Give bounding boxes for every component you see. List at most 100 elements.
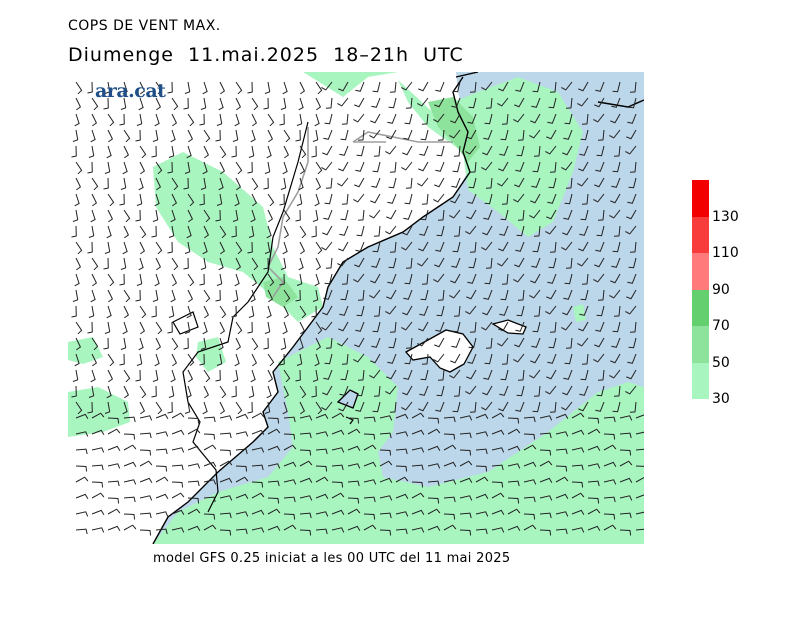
wind-barb [155,476,169,483]
wind-barb [497,97,509,107]
wind-barb [248,385,255,398]
wind-barb [386,209,397,220]
wind-barb [548,337,557,349]
wind-barb [411,447,425,453]
wind-barb [187,428,201,435]
wind-barb [347,463,361,469]
wind-barb [251,481,264,488]
wind-barb [388,337,397,349]
wind-barb [123,416,136,423]
wind-barb [469,241,477,253]
wind-barb [295,369,301,382]
wind-barb [90,369,96,383]
wind-barb [629,81,637,93]
wind-barb [75,476,89,483]
wind-barb [483,289,493,300]
wind-barb [564,193,573,205]
wind-barb [587,445,601,451]
wind-barb [283,496,296,503]
wind-barb [264,81,271,94]
wind-barb [469,321,477,333]
wind-barb [75,401,83,415]
wind-barb [215,289,221,302]
wind-barb [263,257,269,270]
wind-barb [75,413,89,419]
wind-barb [594,257,605,268]
wind-barb [155,81,163,95]
wind-barb [120,257,127,270]
wind-barb [219,512,232,519]
wind-barb [571,412,585,419]
wind-barb [499,305,509,316]
wind-barb [203,145,210,159]
wind-barb [452,161,461,173]
wind-barb [123,385,130,399]
wind-barb [232,209,239,222]
wind-barb [315,493,329,499]
wind-barb [587,480,600,487]
wind-barb [283,145,290,159]
wind-barb [619,512,632,519]
wind-barb [530,113,541,124]
wind-barb [235,177,242,191]
wind-barb [580,369,589,381]
wind-barb [593,193,605,203]
wind-barb [347,508,361,515]
wind-barb [357,209,365,221]
wind-barb [171,337,179,351]
wind-barb [555,465,568,472]
wind-barb [251,273,258,287]
wind-barb [283,385,290,399]
wind-barb [248,145,255,158]
wind-barb [235,431,249,437]
wind-barb [515,321,525,332]
wind-barb [531,257,541,268]
wind-barb [155,401,163,415]
wind-barb [497,337,509,347]
wind-barb [371,97,381,108]
wind-barb [122,161,128,175]
wind-barb [155,448,168,455]
wind-barb [531,97,541,108]
wind-barb [231,225,237,238]
wind-barb [123,433,136,440]
wind-barb [571,481,584,488]
wind-barb [71,145,77,158]
wind-barb [523,524,537,531]
wind-barb [516,145,525,157]
wind-barb [475,511,489,517]
wind-barb [215,369,221,382]
wind-barb [299,415,313,421]
wind-barb [619,529,632,536]
wind-barb [581,353,589,365]
wind-barb [296,193,303,206]
wind-barb [88,145,95,158]
wind-barb [267,417,280,424]
wind-barb [339,385,349,396]
wind-barb [75,337,82,351]
wind-barb [500,369,509,381]
wind-barb [251,257,259,271]
wind-barb [468,257,477,269]
wind-barb [578,161,589,172]
wind-barb [283,444,297,451]
wind-barb [563,129,573,140]
wind-barb [218,177,224,191]
wind-barb [421,273,429,285]
wind-gust-map [68,72,644,544]
wind-barb [122,321,128,335]
wind-barb [357,129,365,141]
wind-barb [347,480,360,487]
wind-barb [507,445,521,451]
wind-barb [91,113,98,127]
wind-barb [184,81,191,94]
wind-barb [436,145,445,157]
wind-barb [388,257,397,269]
wind-barb [91,412,105,419]
wind-barb [581,273,589,285]
wind-barb [171,509,185,515]
wind-barb [171,527,185,533]
wind-barb [187,193,195,207]
wind-barb [203,433,216,440]
wind-barb [515,81,525,92]
